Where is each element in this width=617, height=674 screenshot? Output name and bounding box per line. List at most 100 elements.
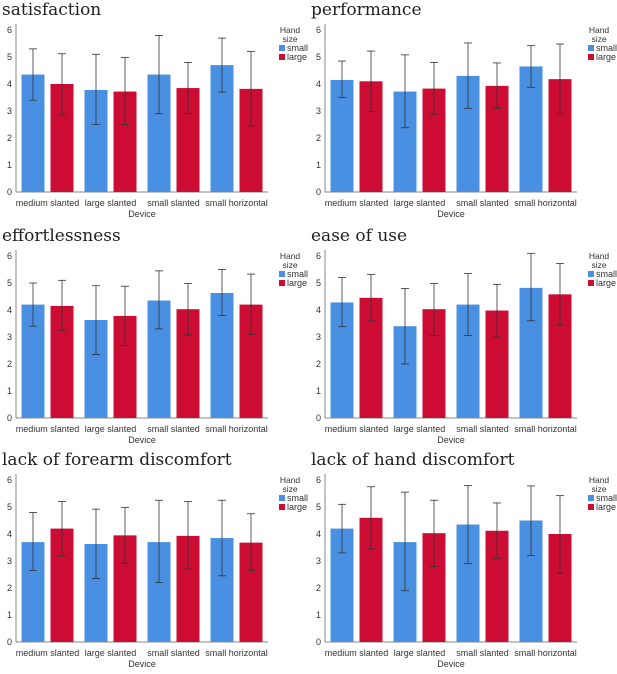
x-axis-title: Device — [128, 209, 156, 219]
y-tick-label: 6 — [7, 25, 12, 35]
legend-swatch-large — [588, 504, 594, 510]
bar-small — [393, 326, 417, 418]
bar-small — [519, 66, 543, 192]
legend-title: Hand — [280, 251, 301, 261]
legend-label-large: large — [596, 52, 616, 62]
x-axis-title: Device — [437, 659, 465, 669]
legend-swatch-small — [588, 271, 594, 277]
y-tick-label: 2 — [7, 359, 12, 369]
y-tick-label: 6 — [7, 251, 12, 261]
legend-label-small: small — [287, 43, 308, 53]
x-tick-label: large slanted — [85, 424, 137, 434]
bar-large — [239, 304, 263, 418]
bar-small — [210, 65, 234, 192]
y-tick-label: 2 — [7, 133, 12, 143]
bar-small — [21, 304, 45, 418]
bar-small — [456, 304, 480, 418]
y-tick-label: 3 — [7, 332, 12, 342]
chart-title: performance — [311, 0, 422, 20]
x-tick-label: small slanted — [456, 648, 509, 658]
bar-large — [50, 528, 74, 642]
x-tick-label: large slanted — [85, 648, 137, 658]
y-tick-label: 6 — [7, 475, 12, 485]
x-tick-label: small slanted — [456, 198, 509, 208]
x-tick-label: small horizontal — [205, 198, 268, 208]
x-tick-label: large slanted — [394, 648, 446, 658]
bar-large — [485, 310, 509, 418]
chart-title: satisfaction — [2, 0, 102, 20]
y-tick-label: 4 — [7, 79, 12, 89]
legend-title: Hand — [280, 475, 301, 485]
legend-swatch-small — [279, 45, 285, 51]
y-tick-label: 5 — [316, 278, 321, 288]
bar-large — [548, 79, 572, 192]
y-tick-label: 4 — [316, 529, 321, 539]
y-tick-label: 0 — [7, 187, 12, 197]
x-tick-label: small horizontal — [514, 648, 577, 658]
bar-small — [393, 91, 417, 192]
bar-small — [456, 524, 480, 642]
legend-swatch-small — [588, 45, 594, 51]
x-axis-title: Device — [128, 435, 156, 445]
y-tick-label: 5 — [316, 52, 321, 62]
bar-large — [485, 530, 509, 642]
bar-large — [239, 542, 263, 642]
legend-swatch-large — [279, 280, 285, 286]
y-tick-label: 0 — [316, 413, 321, 423]
legend-title: size — [282, 260, 297, 270]
legend-swatch-large — [279, 54, 285, 60]
chart-title: ease of use — [311, 226, 408, 246]
legend-swatch-small — [588, 495, 594, 501]
bar-small — [456, 75, 480, 192]
legend-label-small: small — [596, 43, 617, 53]
legend-title: Hand — [589, 475, 610, 485]
legend-label-small: small — [596, 493, 617, 503]
x-tick-label: medium slanted — [16, 198, 80, 208]
chart-title: lack of hand discomfort — [311, 450, 515, 470]
y-tick-label: 4 — [316, 79, 321, 89]
bar-small — [84, 319, 108, 418]
legend-title: size — [282, 34, 297, 44]
y-tick-label: 2 — [316, 133, 321, 143]
bar-small — [21, 74, 45, 192]
x-tick-label: small horizontal — [514, 424, 577, 434]
y-tick-label: 0 — [7, 637, 12, 647]
y-tick-label: 5 — [7, 502, 12, 512]
y-tick-label: 2 — [7, 583, 12, 593]
legend-swatch-small — [279, 271, 285, 277]
x-tick-label: small horizontal — [205, 424, 268, 434]
y-tick-label: 1 — [7, 160, 12, 170]
x-tick-label: small slanted — [456, 424, 509, 434]
bar-large — [485, 85, 509, 192]
y-tick-label: 2 — [316, 583, 321, 593]
bar-small — [330, 302, 354, 418]
chart-svg: 0 1 2 3 4 5 6 medium slanted large slanted small … — [316, 474, 617, 669]
legend-label-large: large — [287, 52, 307, 62]
bar-small — [21, 542, 45, 642]
x-tick-label: large slanted — [394, 198, 446, 208]
x-axis-title: Device — [128, 659, 156, 669]
chart-panel-satisfaction: satisfaction 0 1 2 3 4 5 6 medium slanted large … — [0, 0, 308, 224]
chart-svg: 0 1 2 3 4 5 6 medium slanted large slanted small … — [316, 250, 617, 445]
y-tick-label: 0 — [316, 187, 321, 197]
bar-large — [50, 84, 74, 192]
bar-large — [239, 88, 263, 192]
bar-large — [176, 309, 200, 418]
y-tick-label: 6 — [316, 251, 321, 261]
legend-label-large: large — [596, 278, 616, 288]
chart-panel-performance: performance 0 1 2 3 4 5 6 medium slanted large s… — [309, 0, 617, 224]
bar-small — [210, 292, 234, 418]
chart-svg: 0 1 2 3 4 5 6 medium slanted large slanted small … — [7, 250, 308, 445]
x-tick-label: small horizontal — [205, 648, 268, 658]
chart-panel-ease-of-use: ease of use 0 1 2 3 4 5 6 medium slanted large s… — [309, 226, 617, 450]
y-tick-label: 2 — [316, 359, 321, 369]
y-tick-label: 0 — [316, 637, 321, 647]
y-tick-label: 1 — [7, 386, 12, 396]
bar-large — [50, 305, 74, 418]
y-tick-label: 4 — [316, 305, 321, 315]
y-tick-label: 1 — [7, 610, 12, 620]
y-tick-label: 3 — [7, 556, 12, 566]
chart-svg: 0 1 2 3 4 5 6 medium slanted large slanted small … — [7, 474, 308, 669]
x-tick-label: medium slanted — [16, 648, 80, 658]
y-tick-label: 3 — [316, 332, 321, 342]
